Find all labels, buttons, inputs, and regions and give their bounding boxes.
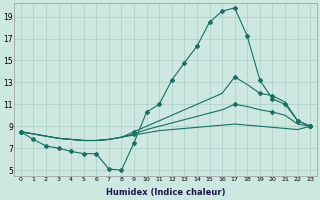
X-axis label: Humidex (Indice chaleur): Humidex (Indice chaleur) (106, 188, 225, 197)
